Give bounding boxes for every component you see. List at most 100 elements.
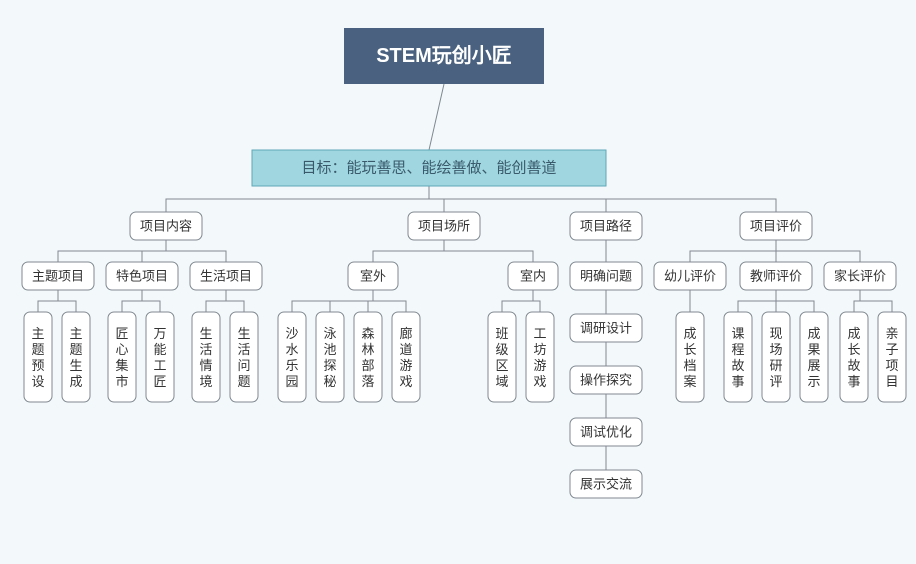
svg-text:主: 主 — [31, 326, 44, 341]
node-l_c2a2: 泳池探秘 — [316, 312, 344, 402]
svg-text:调试优化: 调试优化 — [580, 425, 632, 440]
svg-text:项: 项 — [885, 358, 898, 373]
svg-text:操作探究: 操作探究 — [580, 373, 632, 388]
node-p2: 操作探究 — [570, 366, 642, 394]
svg-text:明确问题: 明确问题 — [580, 269, 632, 284]
svg-text:主: 主 — [69, 326, 82, 341]
svg-text:池: 池 — [323, 342, 336, 357]
svg-text:林: 林 — [361, 342, 374, 357]
svg-text:目: 目 — [885, 374, 898, 389]
node-l_c2a1: 沙水乐园 — [278, 312, 306, 402]
node-c3: 项目路径 — [570, 212, 642, 240]
svg-text:问: 问 — [237, 358, 250, 373]
svg-text:秘: 秘 — [323, 374, 336, 389]
svg-text:成: 成 — [807, 326, 820, 341]
svg-text:廊: 廊 — [399, 326, 412, 341]
node-c4b: 教师评价 — [740, 262, 812, 290]
svg-text:课: 课 — [731, 326, 744, 341]
node-layer: STEM玩创小匠目标：能玩善思、能绘善做、能创善道项目内容 项目场所 项目路径 项目评… — [22, 28, 906, 498]
svg-text:探: 探 — [323, 358, 336, 373]
svg-text:生活项目: 生活项目 — [200, 269, 252, 284]
node-c1b: 特色项目 — [106, 262, 178, 290]
node-l_c2a3: 森林部落 — [354, 312, 382, 402]
node-c4a: 幼儿评价 — [654, 262, 726, 290]
node-c1c: 生活项目 — [190, 262, 262, 290]
node-c1a: 主题项目 — [22, 262, 94, 290]
node-l_c4a1: 成长档案 — [676, 312, 704, 402]
svg-text:工: 工 — [533, 326, 546, 341]
svg-text:项目路径: 项目路径 — [580, 219, 632, 234]
svg-text:调研设计: 调研设计 — [580, 321, 632, 336]
svg-text:故: 故 — [847, 358, 860, 373]
svg-text:域: 域 — [495, 374, 508, 389]
svg-text:成: 成 — [683, 326, 696, 341]
svg-text:境: 境 — [199, 374, 212, 389]
svg-text:场: 场 — [769, 342, 782, 357]
svg-text:泳: 泳 — [323, 326, 336, 341]
svg-text:水: 水 — [285, 342, 298, 357]
node-l_c1c2: 生活问题 — [230, 312, 258, 402]
svg-text:示: 示 — [807, 374, 820, 389]
svg-text:教师评价: 教师评价 — [750, 269, 802, 284]
svg-text:森: 森 — [361, 326, 374, 341]
node-l_c4b1: 课程故事 — [724, 312, 752, 402]
svg-text:匠: 匠 — [115, 326, 128, 341]
svg-text:心: 心 — [115, 342, 128, 357]
svg-text:成: 成 — [847, 326, 860, 341]
svg-text:STEM玩创小匠: STEM玩创小匠 — [376, 43, 512, 67]
node-l_c1a1: 主题预设 — [24, 312, 52, 402]
svg-text:项目场所: 项目场所 — [418, 219, 470, 234]
svg-text:情: 情 — [199, 358, 212, 373]
svg-text:长: 长 — [847, 342, 860, 357]
svg-text:子: 子 — [885, 342, 898, 357]
svg-text:戏: 戏 — [399, 374, 412, 389]
svg-text:落: 落 — [361, 374, 374, 389]
svg-text:级: 级 — [495, 342, 508, 357]
node-l_c2b1: 班级区域 — [488, 312, 516, 402]
svg-text:研: 研 — [769, 358, 782, 373]
node-l_c4c2: 亲子项目 — [878, 312, 906, 402]
node-p3: 调试优化 — [570, 418, 642, 446]
svg-text:项目评价: 项目评价 — [750, 219, 802, 234]
svg-text:亲: 亲 — [885, 326, 898, 341]
svg-text:部: 部 — [361, 358, 374, 373]
node-l_c2b2: 工坊游戏 — [526, 312, 554, 402]
svg-text:幼儿评价: 幼儿评价 — [664, 269, 716, 284]
svg-text:道: 道 — [399, 342, 412, 357]
svg-text:事: 事 — [731, 374, 744, 389]
node-l_c4b2: 现场研评 — [762, 312, 790, 402]
svg-text:集: 集 — [115, 358, 128, 373]
svg-text:主题项目: 主题项目 — [32, 269, 84, 284]
node-c3a: 明确问题 — [570, 262, 642, 290]
svg-text:题: 题 — [31, 342, 44, 357]
svg-text:坊: 坊 — [533, 342, 546, 357]
svg-text:预: 预 — [31, 358, 44, 373]
svg-text:活: 活 — [237, 342, 250, 357]
svg-text:目标：能玩善思、能绘善做、能创善道: 目标：能玩善思、能绘善做、能创善道 — [301, 160, 556, 177]
svg-text:设: 设 — [31, 374, 44, 389]
svg-text:游: 游 — [399, 358, 412, 373]
node-l_c1b1: 匠心集市 — [108, 312, 136, 402]
svg-text:生: 生 — [237, 326, 250, 341]
svg-text:沙: 沙 — [285, 326, 298, 341]
svg-text:案: 案 — [683, 374, 696, 389]
stem-mindmap: STEM玩创小匠目标：能玩善思、能绘善做、能创善道项目内容 项目场所 项目路径 项目评… — [0, 0, 916, 564]
svg-text:展: 展 — [807, 358, 820, 373]
svg-text:展示交流: 展示交流 — [580, 477, 632, 492]
svg-text:项目内容: 项目内容 — [140, 219, 192, 234]
node-c2: 项目场所 — [408, 212, 480, 240]
svg-text:生: 生 — [199, 326, 212, 341]
svg-text:活: 活 — [199, 342, 212, 357]
svg-text:长: 长 — [683, 342, 696, 357]
svg-text:果: 果 — [807, 342, 820, 357]
node-l_c2a4: 廊道游戏 — [392, 312, 420, 402]
node-c4c: 家长评价 — [824, 262, 896, 290]
node-c2b: 室内 — [508, 262, 558, 290]
svg-text:家长评价: 家长评价 — [834, 269, 886, 284]
svg-text:工: 工 — [153, 358, 166, 373]
node-root: STEM玩创小匠 — [344, 28, 544, 84]
svg-text:游: 游 — [533, 358, 546, 373]
node-p1: 调研设计 — [570, 314, 642, 342]
svg-text:现: 现 — [769, 326, 782, 341]
svg-text:园: 园 — [285, 374, 298, 389]
